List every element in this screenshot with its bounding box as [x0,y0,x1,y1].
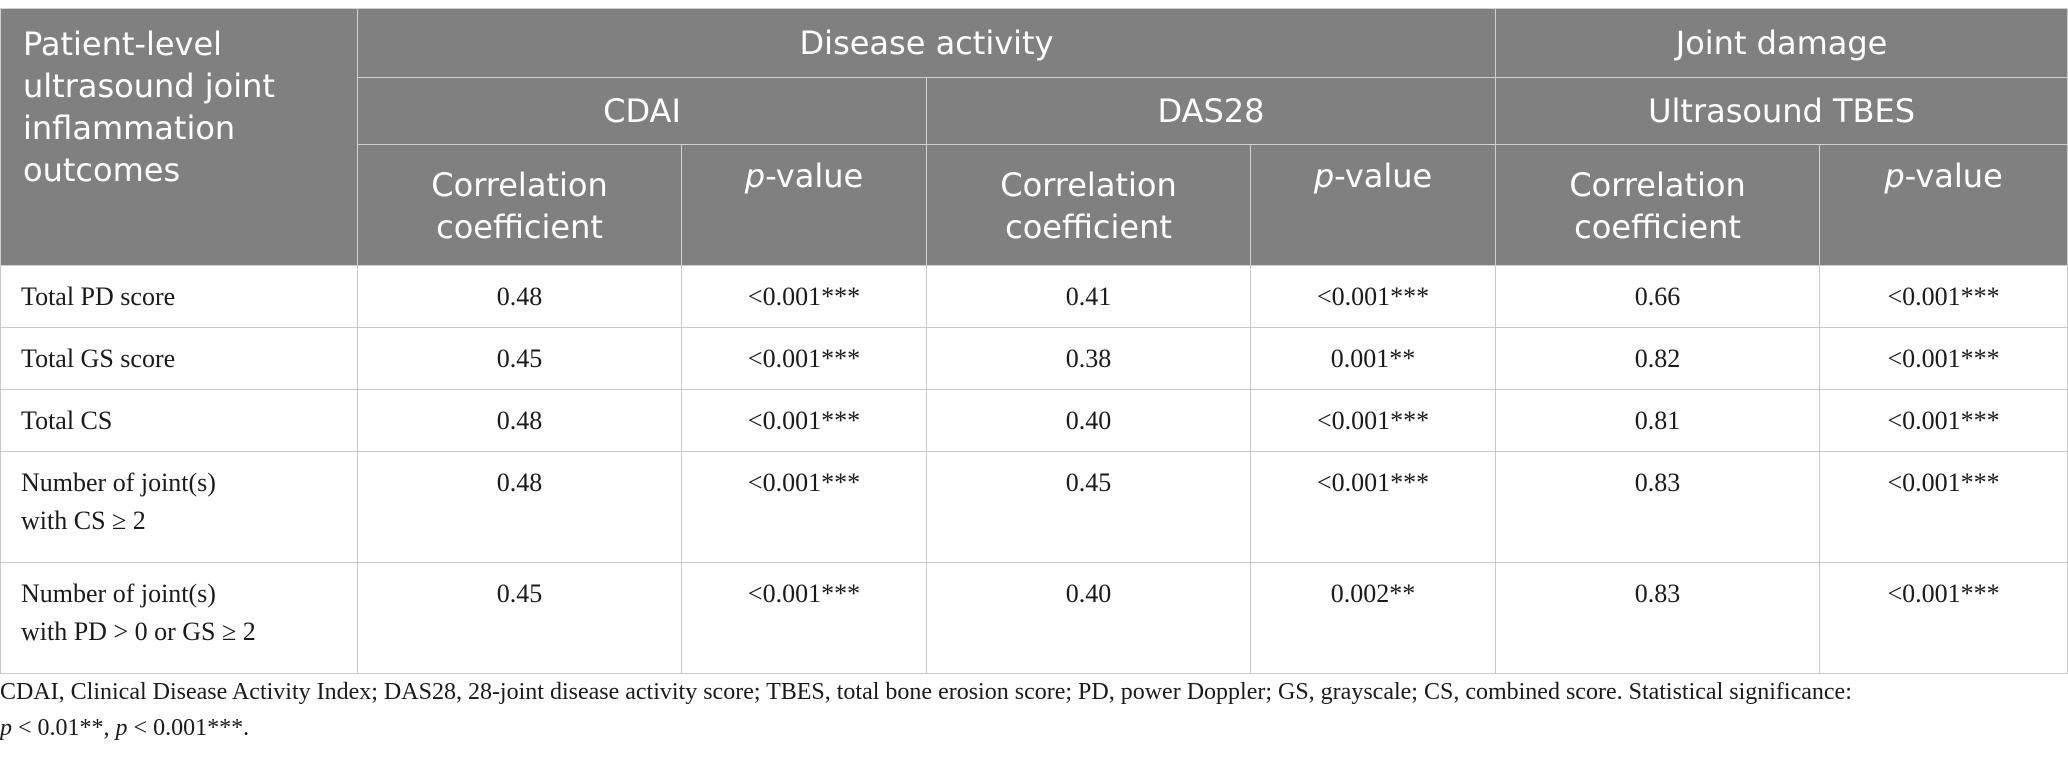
correlation-table: Patient-level ultrasound joint inflammat… [0,8,2068,674]
p-symbol: p [1313,157,1335,195]
das28-p-value-cell: 0.001** [1249,327,1497,390]
header-das28-correlation: Correlation coefficient [926,144,1251,266]
row-label-line2: with PD > 0 or GS ≥ 2 [21,617,256,646]
tbes-correlation-cell: 0.82 [1495,327,1821,390]
header-cdai-correlation: Correlation coefficient [357,144,682,266]
row-label: Total PD score [0,265,358,328]
row-label-line1: Number of joint(s) [21,579,216,608]
tbes-correlation-cell: 0.83 [1495,451,1821,563]
das28-p-value-cell: <0.001*** [1249,451,1497,563]
cdai-correlation-cell: 0.45 [357,562,682,674]
group-header-joint-damage: Joint damage [1495,8,2068,78]
header-tbes-correlation: Correlation coefficient [1495,144,1821,266]
das28-p-value-cell: <0.001*** [1249,389,1497,452]
footnote-p-symbol: p [115,715,128,741]
das28-correlation-cell: 0.38 [926,327,1251,390]
footnote-sig-2: < 0.001***. [127,715,250,741]
footnote-text: CDAI, Clinical Disease Activity Index; D… [0,679,1852,705]
cdai-p-value-cell: <0.001*** [681,327,927,390]
measure-header-cdai: CDAI [357,77,927,145]
tbes-p-value-cell: <0.001*** [1819,265,2068,328]
tbes-correlation-cell: 0.66 [1495,265,1821,328]
table-row: Total PD score 0.48 <0.001*** 0.41 <0.00… [0,265,2068,328]
table-row: Number of joint(s) with CS ≥ 2 0.48 <0.00… [0,451,2068,563]
p-suffix: -value [1904,157,2003,195]
row-label-line1: Total GS score [21,344,176,373]
row-label-line1: Total PD score [21,282,176,311]
tbes-p-value-cell: <0.001*** [1819,327,2068,390]
das28-correlation-cell: 0.45 [926,451,1251,563]
row-label: Number of joint(s) with CS ≥ 2 [0,451,358,563]
table-row: Number of joint(s) with PD > 0 or GS ≥ 2 … [0,562,2068,674]
row-label-line1: Number of joint(s) [21,468,216,497]
tbes-p-value-cell: <0.001*** [1819,562,2068,674]
cdai-p-value-cell: <0.001*** [681,389,927,452]
header-das28-p-value: p-value [1249,144,1497,266]
cdai-correlation-cell: 0.48 [357,451,682,563]
row-label-line2: with CS ≥ 2 [21,506,146,535]
p-symbol: p [744,157,766,195]
stub-header: Patient-level ultrasound joint inflammat… [0,8,358,266]
cdai-p-value-cell: <0.001*** [681,265,927,328]
p-suffix: -value [765,157,864,195]
footnote-p-symbol: p [0,715,12,741]
cdai-correlation-cell: 0.45 [357,327,682,390]
das28-p-value-cell: 0.002** [1249,562,1497,674]
header-row-stats: Correlation coefficient p-value Correlat… [1,144,2068,266]
das28-correlation-cell: 0.41 [926,265,1251,328]
table-row: Total CS 0.48 <0.001*** 0.40 <0.001*** 0… [0,389,2068,452]
header-cdai-p-value: p-value [681,144,927,266]
das28-correlation-cell: 0.40 [926,389,1251,452]
cdai-p-value-cell: <0.001*** [681,562,927,674]
das28-correlation-cell: 0.40 [926,562,1251,674]
header-tbes-p-value: p-value [1819,144,2068,266]
tbes-correlation-cell: 0.83 [1495,562,1821,674]
p-suffix: -value [1334,157,1433,195]
row-label: Number of joint(s) with PD > 0 or GS ≥ 2 [0,562,358,674]
table-row: Total GS score 0.45 <0.001*** 0.38 0.001… [0,327,2068,390]
cdai-p-value-cell: <0.001*** [681,451,927,563]
tbes-p-value-cell: <0.001*** [1819,389,2068,452]
table-footnote: CDAI, Clinical Disease Activity Index; D… [0,674,2060,746]
row-label: Total GS score [0,327,358,390]
header-row-measures: CDAI DAS28 Ultrasound TBES [1,77,2068,145]
das28-p-value-cell: <0.001*** [1249,265,1497,328]
p-symbol: p [1884,157,1905,195]
tbes-p-value-cell: <0.001*** [1819,451,2068,563]
row-label: Total CS [0,389,358,452]
measure-header-tbes: Ultrasound TBES [1495,77,2068,145]
measure-header-das28: DAS28 [925,77,1497,145]
cdai-correlation-cell: 0.48 [357,389,682,452]
footnote-sig-1: < 0.01**, [12,715,116,741]
header-row-groups: Patient-level ultrasound joint inflammat… [0,8,2068,266]
group-header-disease-activity: Disease activity [356,8,1497,78]
cdai-correlation-cell: 0.48 [357,265,682,328]
tbes-correlation-cell: 0.81 [1495,389,1821,452]
row-label-line1: Total CS [21,406,113,435]
